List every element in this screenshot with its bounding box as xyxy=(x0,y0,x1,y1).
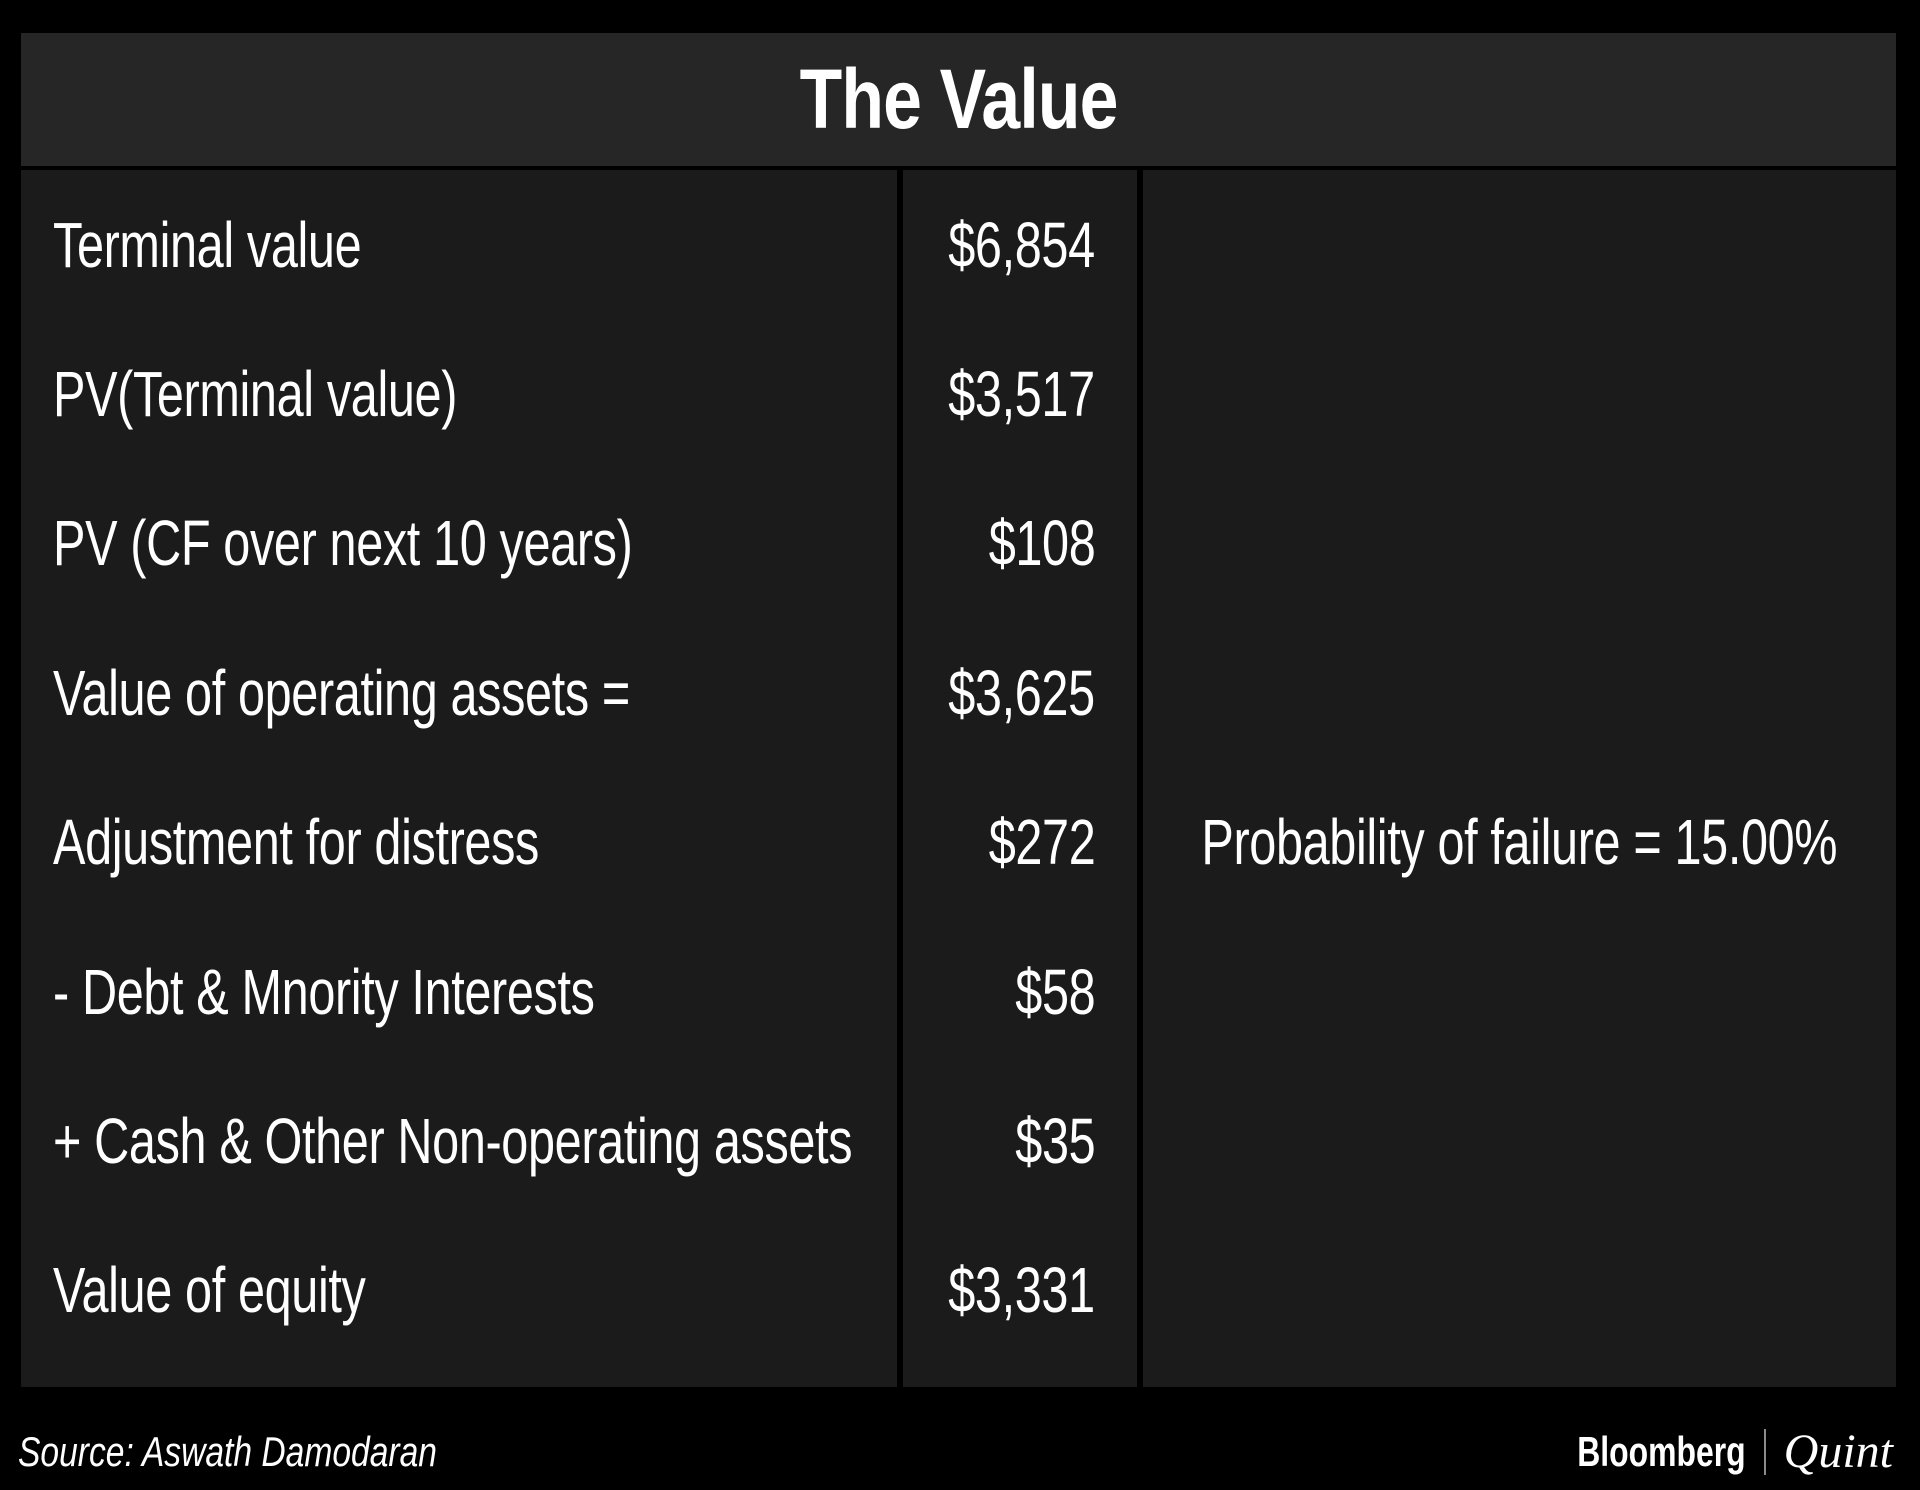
table-row: Value of equity xyxy=(21,1216,897,1365)
table-row: Probability of failure = 15.00% xyxy=(1143,768,1896,917)
table-row: $6,854 xyxy=(903,170,1137,319)
row-label: Value of equity xyxy=(53,1254,366,1327)
table-row: + Cash & Other Non-operating assets xyxy=(21,1066,897,1215)
table-row: Value of operating assets = xyxy=(21,618,897,767)
row-value: $6,854 xyxy=(948,208,1096,281)
table-row xyxy=(1143,618,1896,767)
values-column: $6,854 $3,517 $108 $3,625 $272 $58 $35 $… xyxy=(903,170,1137,1387)
brand-lockup: Bloomberg Quint xyxy=(1524,1424,1893,1479)
table-row xyxy=(1143,170,1896,319)
row-label: PV (CF over next 10 years) xyxy=(53,507,633,580)
row-label: + Cash & Other Non-operating assets xyxy=(53,1104,853,1177)
row-label: - Debt & Mnority Interests xyxy=(53,955,595,1028)
row-value: $35 xyxy=(1014,1104,1095,1177)
row-value: $272 xyxy=(988,806,1095,879)
bloomberg-logo: Bloomberg xyxy=(1577,1427,1746,1475)
table-row xyxy=(1143,319,1896,468)
row-value: $108 xyxy=(988,507,1095,580)
title-bar: The Value xyxy=(21,33,1896,166)
row-value: $58 xyxy=(1014,955,1095,1028)
table-row: PV(Terminal value) xyxy=(21,319,897,468)
brand-divider xyxy=(1763,1428,1766,1475)
table-row: $35 xyxy=(903,1066,1137,1215)
row-label: Terminal value xyxy=(53,208,362,281)
row-value: $3,625 xyxy=(948,656,1096,729)
row-value: $3,517 xyxy=(948,358,1096,431)
table-row: - Debt & Mnority Interests xyxy=(21,917,897,1066)
page-title: The Value xyxy=(799,52,1118,146)
row-value: $3,331 xyxy=(948,1254,1096,1327)
table-row: PV (CF over next 10 years) xyxy=(21,469,897,618)
row-label: Adjustment for distress xyxy=(53,806,539,879)
table-row xyxy=(1143,1216,1896,1365)
table-row: $3,517 xyxy=(903,319,1137,468)
table-row: Adjustment for distress xyxy=(21,768,897,917)
row-label: Value of operating assets = xyxy=(53,656,630,729)
labels-column: Terminal value PV(Terminal value) PV (CF… xyxy=(21,170,897,1387)
probability-of-failure-note: Probability of failure = 15.00% xyxy=(1201,806,1838,879)
source-credit: Source: Aswath Damodaran xyxy=(18,1427,437,1475)
table-row: $272 xyxy=(903,768,1137,917)
notes-column: Probability of failure = 15.00% xyxy=(1143,170,1896,1387)
table-row xyxy=(1143,917,1896,1066)
row-label: PV(Terminal value) xyxy=(53,358,458,431)
table-row: $3,331 xyxy=(903,1216,1137,1365)
table-row: $3,625 xyxy=(903,618,1137,767)
table-row: $108 xyxy=(903,469,1137,618)
quint-logo: Quint xyxy=(1783,1425,1893,1478)
table-row: $58 xyxy=(903,917,1137,1066)
table-row: Terminal value xyxy=(21,170,897,319)
value-table: Terminal value PV(Terminal value) PV (CF… xyxy=(21,170,1896,1387)
table-row xyxy=(1143,469,1896,618)
footer: Source: Aswath Damodaran Bloomberg Quint xyxy=(0,1387,1920,1490)
table-row xyxy=(1143,1066,1896,1215)
